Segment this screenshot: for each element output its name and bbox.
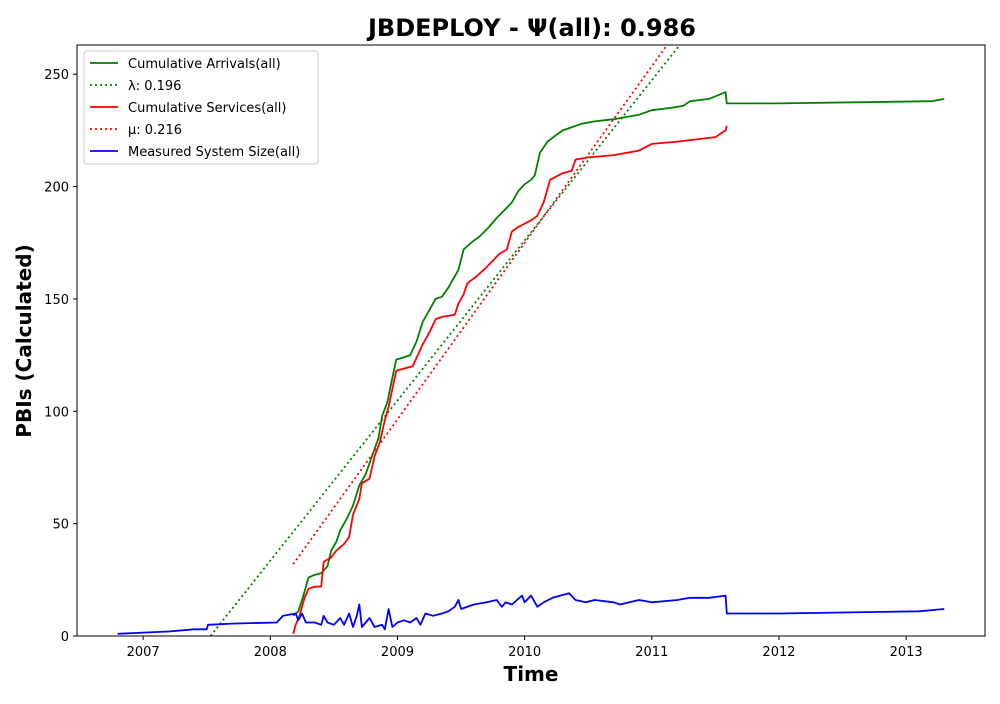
y-tick-label: 200 xyxy=(44,181,69,196)
y-tick-label: 150 xyxy=(44,293,69,308)
legend-label: μ: 0.216 xyxy=(128,123,182,138)
y-tick-label: 50 xyxy=(52,518,69,533)
chart-title: JBDEPLOY - Ψ(all): 0.986 xyxy=(366,14,696,42)
x-tick-label: 2013 xyxy=(890,645,923,660)
legend-box xyxy=(83,50,319,165)
y-tick-label: 0 xyxy=(61,630,69,645)
legend-label: Cumulative Arrivals(all) xyxy=(128,57,281,72)
series-line-2 xyxy=(292,125,728,635)
series-line-3 xyxy=(292,45,668,565)
x-tick-label: 2010 xyxy=(508,645,541,660)
x-axis-title: Time xyxy=(504,662,559,686)
x-tick-label: 2012 xyxy=(762,645,795,660)
x-tick-label: 2009 xyxy=(381,645,414,660)
series-line-0 xyxy=(292,91,945,617)
x-tick-label: 2007 xyxy=(127,645,160,660)
plot-frame xyxy=(76,44,986,637)
y-tick-label: 250 xyxy=(44,68,69,83)
x-tick-label: 2008 xyxy=(254,645,287,660)
legend-label: Cumulative Services(all) xyxy=(128,101,286,116)
legend-label: λ: 0.196 xyxy=(128,79,181,94)
y-tick-label: 100 xyxy=(44,405,69,420)
series-line-4 xyxy=(117,592,945,635)
series-line-1 xyxy=(209,45,681,636)
y-axis-title: PBIs (Calculated) xyxy=(12,244,36,437)
x-tick-label: 2011 xyxy=(635,645,668,660)
legend-label: Measured System Size(all) xyxy=(128,145,300,160)
